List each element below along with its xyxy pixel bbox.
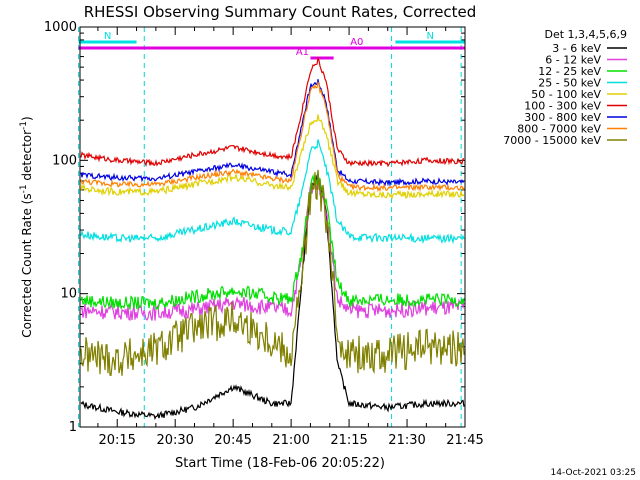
y-tick-label: 1 [69,420,77,435]
series-line [80,56,464,168]
x-tick-label: 21:45 [446,433,483,448]
legend-label: 3 - 6 keV [552,42,601,55]
svg-text:Corrected Count Rate (s-1 dete: Corrected Count Rate (s-1 detector-1) [19,116,34,337]
series-line [80,79,465,187]
x-tick-label: 21:00 [272,433,309,448]
legend-title: Det 1,3,4,5,6,9 [544,28,627,41]
series-line [80,80,465,193]
x-tick-label: 21:30 [388,433,425,448]
x-tick-label: 20:45 [214,433,251,448]
annotation-label: A1 [296,47,309,58]
legend-label: 6 - 12 keV [545,54,601,67]
plot-frame [79,26,466,428]
legend-label: 50 - 100 keV [531,88,601,101]
series-line [80,172,465,420]
annotation-label: A0 [350,37,363,48]
plot-area: N N A0 A1 [78,26,466,428]
y-tick-label: 1000 [44,20,77,35]
legend-label: 25 - 50 keV [538,77,601,90]
x-tick-label: 20:15 [98,433,135,448]
chart-title: RHESSI Observing Summary Count Rates, Co… [84,3,477,21]
annotation-label: N [426,31,433,42]
series-line [80,170,465,311]
x-axis-label: Start Time (18-Feb-06 20:05:22) [175,456,385,471]
x-tick-label: 21:15 [330,433,367,448]
series-line [80,114,465,201]
series-line [80,139,465,245]
x-tick-label: 20:30 [156,433,193,448]
legend-label: 100 - 300 keV [524,100,601,113]
y-axis-label: Corrected Count Rate (s-1 detector-1) [19,116,34,337]
legend-label: 300 - 800 keV [524,111,601,124]
series-line [80,169,465,376]
date-stamp: 14-Oct-2021 03:25 [551,468,636,478]
legend-label: 800 - 7000 keV [517,123,601,136]
y-tick-label: 10 [60,287,77,302]
annotation-label: N [104,31,111,42]
y-tick-label: 100 [52,153,77,168]
legend-label: 12 - 25 keV [538,65,601,78]
legend-label: 7000 - 15000 keV [503,134,601,147]
